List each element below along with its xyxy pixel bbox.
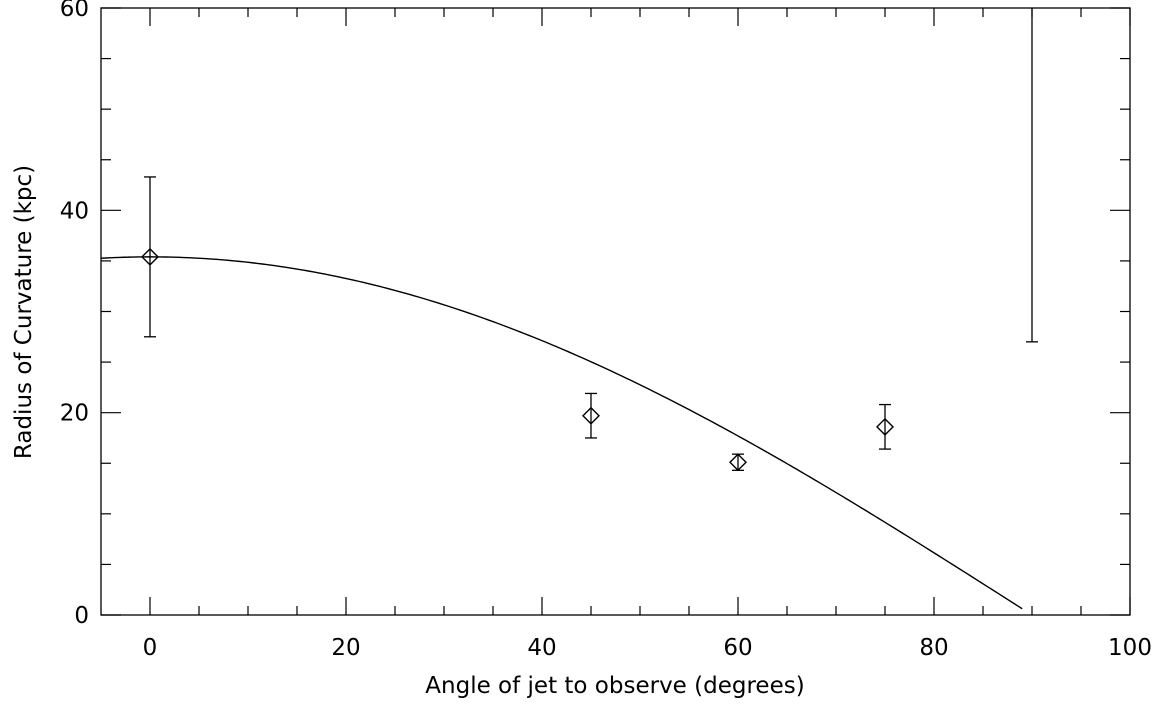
data-point [141,176,159,338]
diamond-marker [141,247,159,266]
y-tick-label: 40 [60,198,89,224]
model-curve [100,256,1023,610]
diamond-marker [582,406,600,425]
plot-frame [100,7,1131,616]
axis-ticks [101,7,1131,616]
x-tick-label: 60 [723,635,752,661]
data-point [582,392,600,439]
data-points [141,8,1038,472]
data-point [1026,8,1038,343]
x-axis-label: Angle of jet to observe (degrees) [425,673,804,699]
diamond-marker [876,417,894,436]
y-axis-label: Radius of Curvature (kpc) [11,165,37,459]
x-tick-label: 0 [143,635,158,661]
y-tick-label: 0 [74,603,89,629]
x-tick-label: 80 [919,635,948,661]
data-point [876,403,894,450]
x-tick-label: 20 [331,635,360,661]
x-tick-label: 40 [527,635,556,661]
diamond-marker [729,453,747,472]
x-tick-label: 100 [1108,635,1152,661]
tick-labels: 0 20 40 60 80 100 0 20 40 60 [60,0,1152,661]
y-tick-label: 60 [60,0,89,22]
data-point [729,453,747,472]
y-tick-label: 20 [60,401,89,427]
